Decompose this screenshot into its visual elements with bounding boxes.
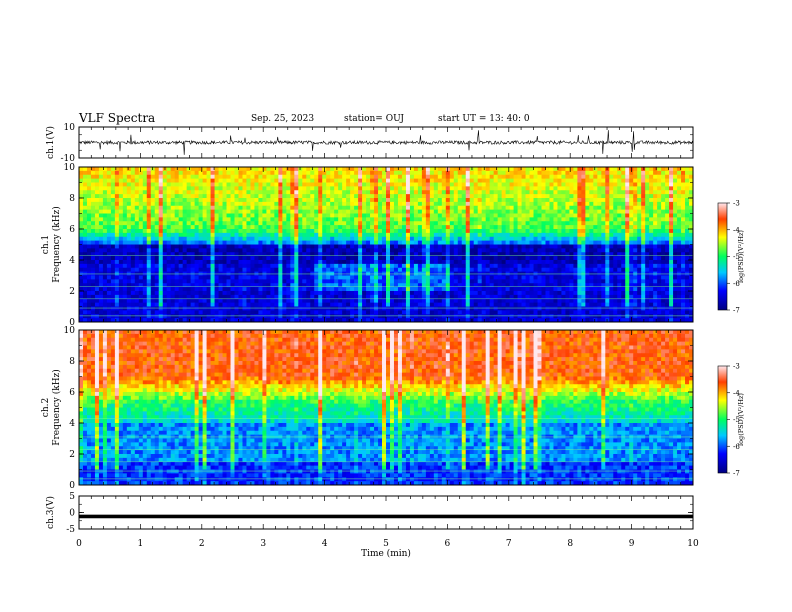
- x-tick-label: 5: [383, 539, 389, 549]
- ch2-colorbar: -3 -4 -5 -6 -7 log(PSD)(V²/Hz): [717, 363, 745, 478]
- ch2-colorbar-tick-label: -7: [733, 470, 740, 478]
- ch3-waveform-y-axis: 5 0 -5 ch.3(V): [45, 492, 693, 535]
- ch2-ytick-label: 2: [69, 450, 75, 460]
- ch3-waveform-ytick-label: 0: [69, 509, 75, 519]
- ch3-waveform-ytick-label: -5: [66, 525, 75, 535]
- ch2-ytick-label: 0: [69, 481, 75, 491]
- x-tick-label: 10: [687, 539, 699, 549]
- ch2-spectrogram: [79, 330, 694, 486]
- date-label: Sep. 25, 2023: [251, 114, 315, 124]
- ch3-waveform-line: [79, 514, 693, 519]
- ch1-ytick-label: 6: [69, 225, 75, 235]
- ch1-waveform-line: [79, 130, 694, 155]
- ch1-ytick-label: 10: [64, 163, 76, 173]
- ch2-y-label: ch.2Frequency (kHz): [41, 369, 62, 446]
- ch3-waveform-y-label: ch.3(V): [45, 496, 56, 529]
- ch1-colorbar-tick-label: -7: [733, 307, 740, 315]
- ch2-ytick-label: 4: [69, 419, 75, 429]
- ch1-y-label: ch.1Frequency (kHz): [41, 206, 62, 283]
- ch2-colorbar-label: log(PSD)(V²/Hz): [737, 393, 745, 446]
- x-axis-label: Time (min): [361, 548, 411, 559]
- ch2-y-axis: 0 2 4 6 8 10 ch.2Frequency (kHz): [41, 326, 693, 491]
- station-label: station= OUJ: [344, 114, 405, 124]
- x-tick-label: 2: [199, 539, 205, 549]
- ch2-colorbar-tick-label: -4: [733, 389, 740, 397]
- ch3-waveform-frame: [78, 495, 694, 530]
- ch2-ytick-label: 10: [64, 326, 76, 336]
- ch1-colorbar-label: log(PSD)(V²/Hz): [737, 230, 745, 283]
- chart-title: VLF Spectra: [79, 111, 156, 125]
- ch1-colorbar: -3 -4 -5 -6 -7 log(PSD)(V²/Hz): [717, 200, 745, 315]
- ch1-colorbar-tick-label: -4: [733, 226, 740, 234]
- x-tick-label: 3: [260, 539, 266, 549]
- x-tick-label: 1: [138, 539, 144, 549]
- ch1-colorbar-tick-label: -5: [733, 253, 740, 261]
- x-tick-label: 7: [506, 539, 512, 549]
- ch1-colorbar-tick-label: -3: [733, 200, 740, 208]
- ch2-colorbar-tick-label: -5: [733, 416, 740, 424]
- ch2-ytick-label: 8: [69, 357, 75, 367]
- x-tick-label: 8: [567, 539, 573, 549]
- ch1-waveform-ytick-label: 10: [64, 123, 76, 133]
- ch1-waveform-frame: [78, 126, 694, 159]
- start-time-label: start UT = 13: 40: 0: [438, 114, 530, 124]
- ch1-spectrogram: [79, 167, 694, 323]
- x-tick-label: 0: [76, 539, 82, 549]
- x-tick-label: 6: [445, 539, 451, 549]
- ch1-colorbar-tick-label: -6: [733, 280, 740, 288]
- ch2-colorbar-tick-label: -3: [733, 363, 740, 371]
- ch3-waveform-ytick-label: 5: [69, 492, 75, 502]
- ch1-ytick-label: 0: [69, 318, 75, 328]
- ch1-waveform-ytick-label: -10: [61, 154, 76, 164]
- x-tick-label: 9: [629, 539, 635, 549]
- ch1-waveform-y-axis: 10 -10 ch.1(V): [45, 123, 693, 164]
- x-tick-label: 4: [322, 539, 328, 549]
- ch1-ytick-label: 4: [69, 256, 75, 266]
- ch1-waveform-y-label: ch.1(V): [45, 126, 56, 159]
- ch1-y-axis: 0 2 4 6 8 10 ch.1Frequency (kHz): [41, 163, 693, 328]
- ch2-colorbar-tick-label: -6: [733, 443, 740, 451]
- ch2-ytick-label: 6: [69, 388, 75, 398]
- ch1-ytick-label: 2: [69, 287, 75, 297]
- ch1-ytick-label: 8: [69, 194, 75, 204]
